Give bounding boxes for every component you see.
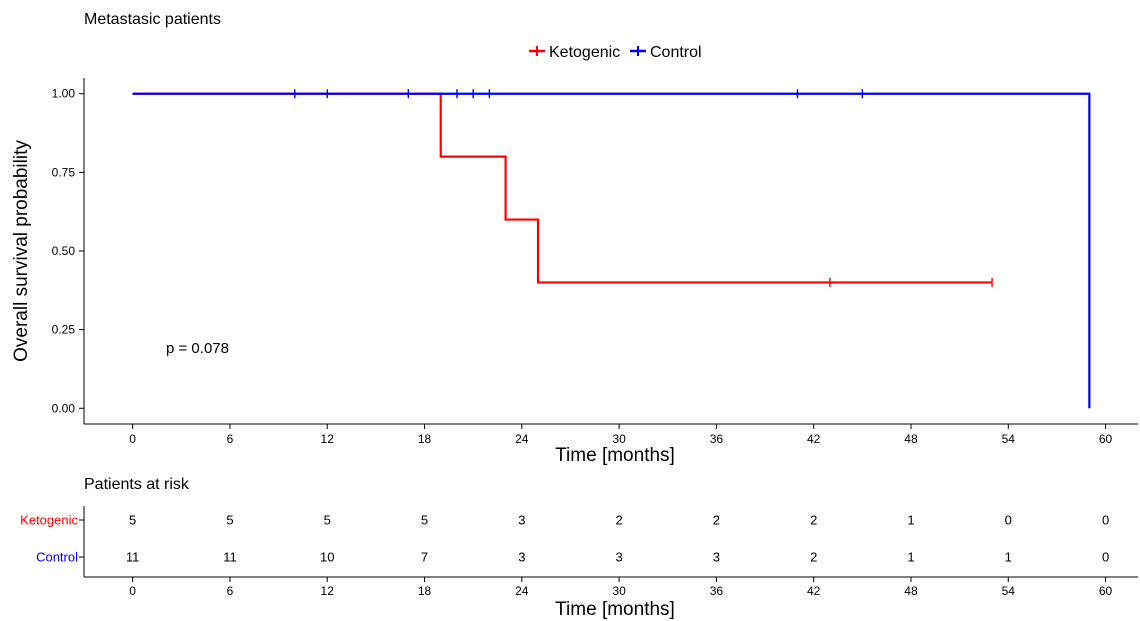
risk-x-tick-label: 12: [321, 584, 335, 598]
risk-cell-ketogenic: 0: [1005, 513, 1012, 528]
plot-title: Metastasic patients: [84, 11, 221, 28]
x-tick-label: 6: [227, 432, 234, 446]
risk-cell-control: 2: [810, 550, 817, 565]
risk-cell-ketogenic: 2: [713, 513, 720, 528]
risk-cell-ketogenic: 5: [226, 513, 233, 528]
risk-cell-control: 3: [518, 550, 525, 565]
p-value-annotation: p = 0.078: [166, 340, 229, 357]
y-tick-label: 0.25: [52, 323, 76, 337]
risk-cell-ketogenic: 5: [421, 513, 428, 528]
risk-x-tick-label: 54: [1002, 584, 1016, 598]
risk-cell-ketogenic: 5: [324, 513, 331, 528]
y-tick-label: 0.00: [52, 401, 76, 415]
risk-x-tick-label: 30: [612, 584, 626, 598]
risk-row-label-ketogenic: Ketogenic: [20, 513, 78, 528]
risk-x-tick-label: 6: [227, 584, 234, 598]
y-tick-label: 0.50: [52, 244, 76, 258]
y-tick-label: 0.75: [52, 165, 76, 179]
x-tick-label: 54: [1002, 432, 1016, 446]
x-axis-title: Time [months]: [555, 445, 675, 466]
x-tick-label: 0: [129, 432, 136, 446]
risk-table-x-axis-title: Time [months]: [555, 599, 675, 620]
risk-cell-control: 0: [1102, 550, 1109, 565]
risk-cell-ketogenic: 3: [518, 513, 525, 528]
legend: Ketogenic Control: [529, 44, 702, 61]
legend-label-ketogenic: Ketogenic: [549, 44, 620, 61]
risk-table-title: Patients at risk: [84, 476, 190, 493]
y-tick-label: 1.00: [52, 87, 76, 101]
risk-x-tick-label: 60: [1099, 584, 1113, 598]
x-tick-label: 60: [1099, 432, 1113, 446]
risk-x-tick-label: 0: [129, 584, 136, 598]
x-tick-label: 42: [807, 432, 821, 446]
risk-cell-control: 3: [615, 550, 622, 565]
risk-cell-ketogenic: 1: [907, 513, 914, 528]
x-tick-label: 24: [515, 432, 529, 446]
risk-x-tick-label: 24: [515, 584, 529, 598]
risk-cell-control: 11: [223, 550, 237, 565]
risk-cell-control: 3: [713, 550, 720, 565]
x-tick-label: 30: [612, 432, 626, 446]
risk-cell-ketogenic: 0: [1102, 513, 1109, 528]
risk-row-label-control: Control: [36, 550, 78, 565]
risk-cell-control: 7: [421, 550, 428, 565]
risk-cell-ketogenic: 5: [129, 513, 136, 528]
survival-line-ketogenic: [132, 92, 993, 284]
legend-label-control: Control: [650, 44, 702, 61]
x-tick-label: 48: [904, 432, 918, 446]
x-tick-label: 36: [710, 432, 724, 446]
risk-x-tick-label: 18: [418, 584, 432, 598]
risk-cell-ketogenic: 2: [615, 513, 622, 528]
risk-cell-control: 1: [907, 550, 914, 565]
risk-table-cells: 5 5 5 5 3 2 2 2 1 0 011 11 10 7 3 3 3 2 1 1 0: [126, 513, 1109, 565]
risk-cell-control: 1: [1005, 550, 1012, 565]
x-tick-label: 18: [418, 432, 432, 446]
risk-cell-control: 10: [320, 550, 334, 565]
x-tick-label: 12: [321, 432, 335, 446]
risk-x-tick-label: 48: [904, 584, 918, 598]
survival-line-control: [132, 92, 1091, 409]
survival-curves: [132, 89, 1091, 409]
risk-cell-control: 11: [126, 550, 140, 565]
y-axis-title: Overall survival probability: [11, 140, 32, 362]
risk-x-tick-label: 42: [807, 584, 821, 598]
risk-x-tick-label: 36: [710, 584, 724, 598]
main-axes: 0.00 0.25 0.50 0.75 1.00 0 6 12 18 24 30 36 42 48 54 60: [52, 78, 1138, 446]
risk-cell-ketogenic: 2: [810, 513, 817, 528]
